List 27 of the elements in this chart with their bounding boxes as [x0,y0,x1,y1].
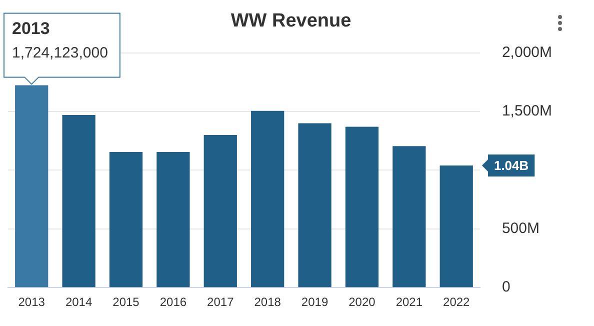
x-tick-label: 2019 [301,295,328,310]
bar [298,123,332,288]
bar [440,166,473,288]
x-tick-label: 2021 [396,295,423,310]
y-tick-label: 0 [502,278,510,296]
bar [62,115,96,288]
bar [345,126,379,288]
bar [392,146,426,288]
annotation: 1.04B [494,158,529,174]
x-tick-label: 2016 [160,295,187,310]
bar [204,134,237,288]
annotation: 1,724,123,000 [12,44,108,62]
chart-title: WW Revenue [230,10,352,32]
annotation: 2013 [12,18,50,38]
x-tick-label: 2022 [443,295,470,310]
y-tick-label: 500M [502,220,540,238]
y-tick-label: 2,000M [502,44,552,61]
y-tick-label: 1,500M [502,102,552,120]
x-tick-label: 2020 [348,295,376,310]
x-tick-label: 2014 [65,295,92,310]
x-tick-label: 2015 [112,295,140,310]
x-tick-label: 2017 [207,295,234,310]
bar [251,110,284,288]
bar [109,152,143,288]
x-tick-label: 2013 [18,295,46,310]
bar [156,152,190,288]
x-tick-label: 2018 [254,295,282,310]
